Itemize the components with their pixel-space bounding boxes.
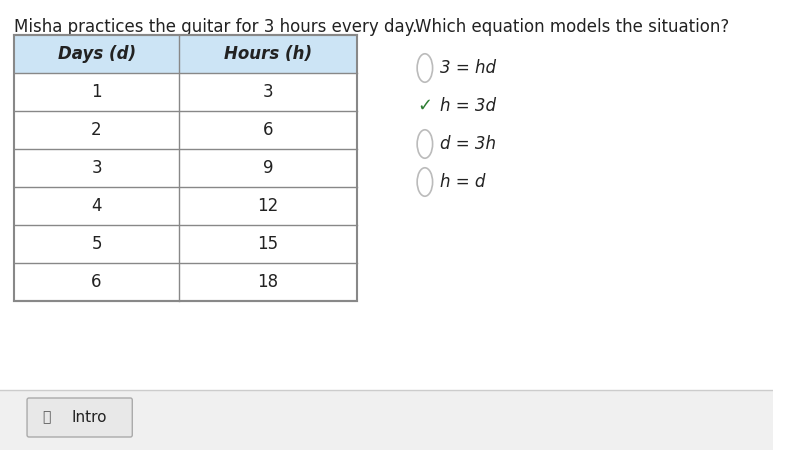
Text: h = d: h = d — [440, 173, 486, 191]
Bar — [0, 390, 773, 450]
Text: 5: 5 — [91, 235, 102, 253]
Text: 9: 9 — [262, 159, 274, 177]
Text: 12: 12 — [258, 197, 278, 215]
Bar — [14, 35, 358, 73]
Text: Days (d): Days (d) — [58, 45, 136, 63]
Text: h = 3d: h = 3d — [440, 97, 496, 115]
Text: ✓: ✓ — [417, 97, 432, 115]
FancyBboxPatch shape — [27, 398, 132, 437]
Text: 6: 6 — [262, 121, 274, 139]
Text: 1: 1 — [91, 83, 102, 101]
Text: 3 = hd: 3 = hd — [440, 59, 496, 77]
Text: 3: 3 — [262, 83, 274, 101]
Text: 6: 6 — [91, 273, 102, 291]
Text: 4: 4 — [91, 197, 102, 215]
Text: 3: 3 — [91, 159, 102, 177]
Text: 18: 18 — [258, 273, 278, 291]
Text: Which equation models the situation?: Which equation models the situation? — [415, 18, 730, 36]
Text: 2: 2 — [91, 121, 102, 139]
Text: Intro: Intro — [71, 410, 106, 425]
Bar — [14, 35, 358, 301]
Text: 🔈: 🔈 — [42, 410, 50, 424]
Text: d = 3h: d = 3h — [440, 135, 496, 153]
Text: 15: 15 — [258, 235, 278, 253]
Text: Misha practices the guitar for 3 hours every day.: Misha practices the guitar for 3 hours e… — [14, 18, 418, 36]
Text: Hours (h): Hours (h) — [224, 45, 312, 63]
